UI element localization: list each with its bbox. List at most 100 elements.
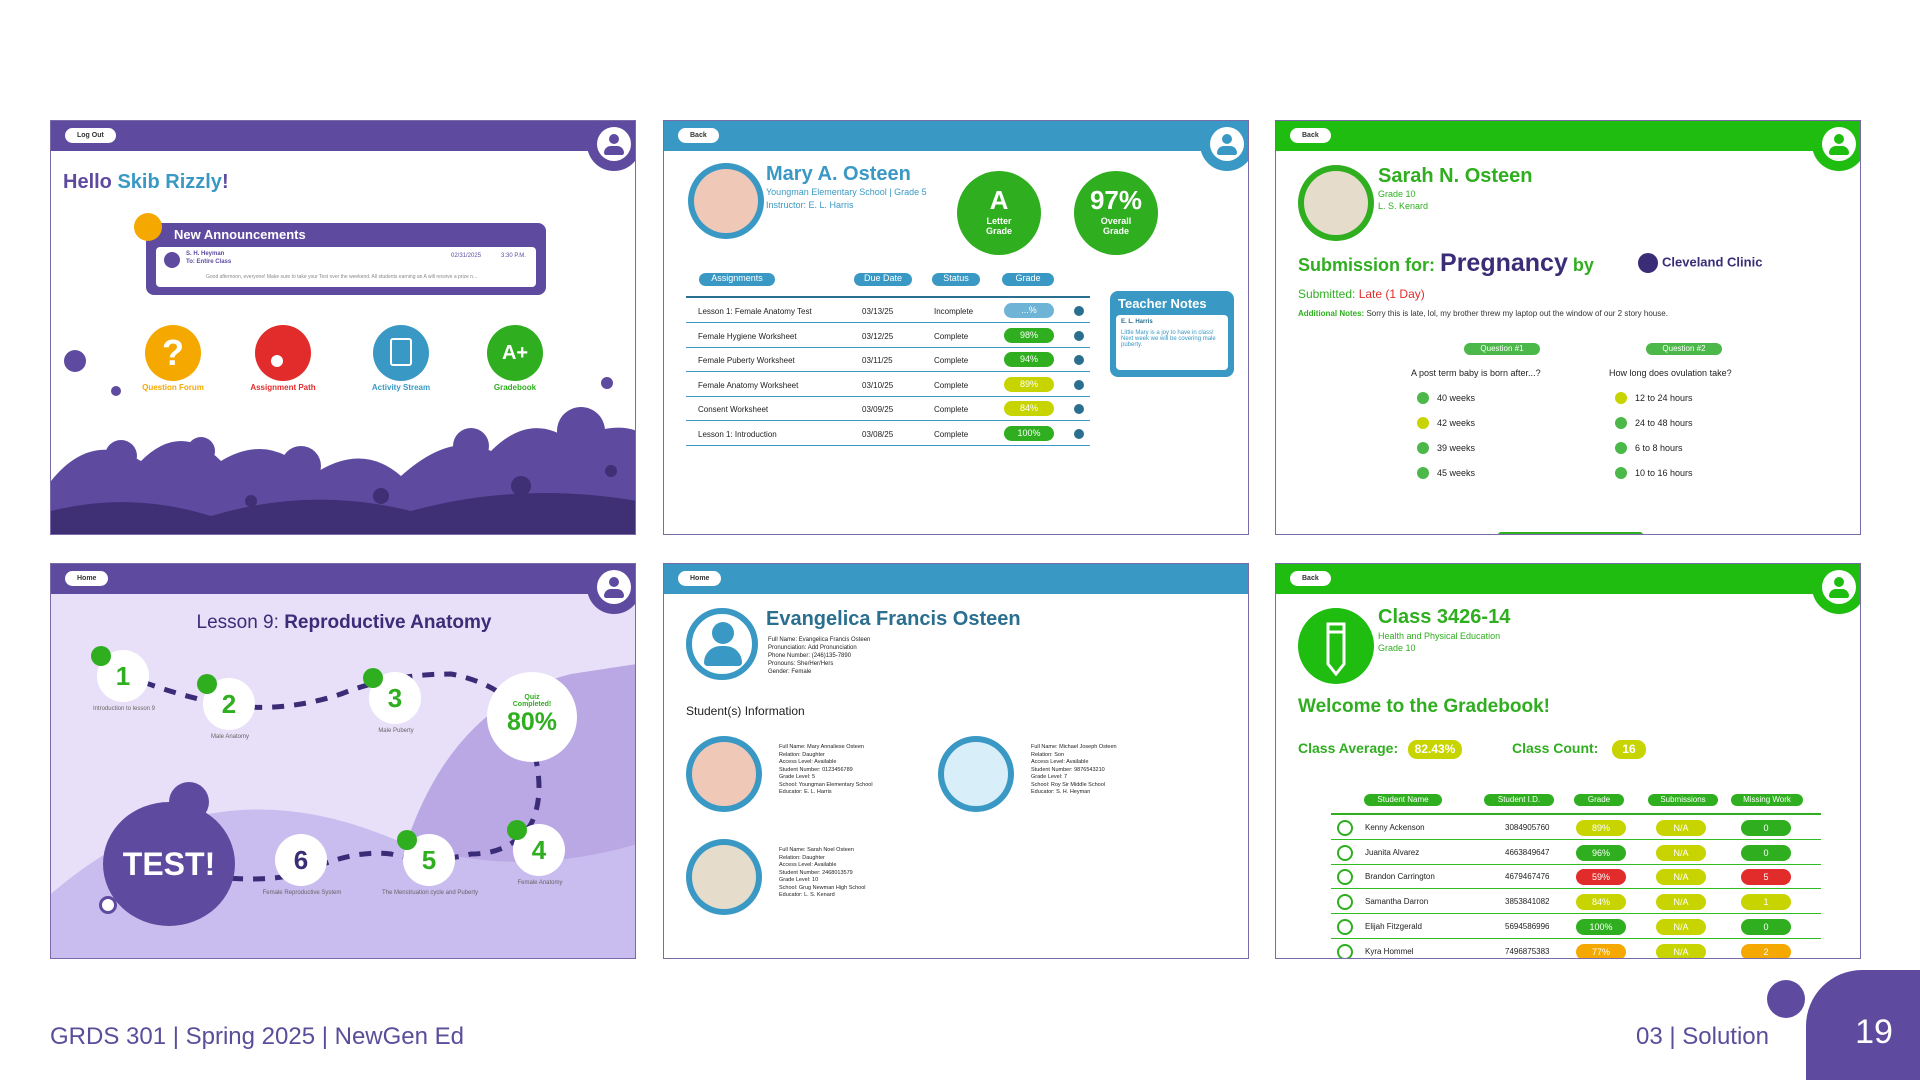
announcements-card[interactable]: New Announcements S. H. Heyman To: Entir… (134, 213, 546, 295)
radio-dot-icon[interactable] (1417, 442, 1429, 454)
minus-circle-icon[interactable] (1074, 355, 1084, 365)
col-submissions[interactable]: Submissions (1648, 794, 1718, 806)
announcements-title: New Announcements (174, 227, 306, 242)
logout-button[interactable]: Log Out (65, 128, 116, 143)
gradebook-panel: Back Class 3426-14 Health and Physical E… (1275, 563, 1861, 959)
assignment-row[interactable]: Female Anatomy Worksheet 03/10/25 Complete… (686, 373, 1090, 397)
quiz-completed-badge[interactable]: Quiz Completed! 80% (487, 672, 577, 762)
col-missing-work[interactable]: Missing Work (1731, 794, 1803, 806)
activity-stream-icon[interactable] (373, 325, 429, 381)
student-row[interactable]: Kyra Hommel 7496875383 77% N/A 2 (1331, 939, 1821, 958)
student-avatar (1298, 165, 1374, 241)
answer-option[interactable]: 45 weeks (1417, 467, 1475, 479)
grade-pill: 94% (1004, 352, 1054, 367)
answer-option[interactable]: 10 to 16 hours (1615, 467, 1693, 479)
question-1-text: A post term baby is born after...? (1411, 368, 1541, 378)
scroll-indicator[interactable] (1498, 532, 1643, 534)
question-2-tab[interactable]: Question #2 (1646, 343, 1722, 355)
student-teacher: L. S. Kenard (1378, 201, 1429, 211)
test-badge[interactable]: TEST! (103, 802, 235, 926)
student-row[interactable]: Juanita Alvarez 4663849647 96% N/A 0 (1331, 840, 1821, 865)
step-1[interactable]: 1 (97, 650, 149, 702)
student-id: 4663849647 (1505, 847, 1550, 857)
radio-dot-icon[interactable] (1417, 467, 1429, 479)
user-profile-icon[interactable] (587, 121, 635, 171)
user-profile-icon[interactable] (1812, 121, 1860, 171)
student-info-line: Relation: Son (1031, 751, 1065, 758)
greeting: Hello Skib Rizzly! (63, 171, 229, 193)
assignment-row[interactable]: Consent Worksheet 03/09/25 Complete 84% (686, 397, 1090, 421)
lesson-path-panel: Home Lesson 9: Reproductive Anatomy 1 In… (50, 563, 636, 959)
student-row[interactable]: Brandon Carrington 4679467476 59% N/A 5 (1331, 864, 1821, 890)
answer-option[interactable]: 24 to 48 hours (1615, 417, 1693, 429)
user-profile-icon[interactable] (587, 564, 635, 614)
radio-dot-icon[interactable] (1417, 392, 1429, 404)
student-id: 3853841082 (1505, 897, 1550, 907)
radio-dot-icon[interactable] (1615, 392, 1627, 404)
assignment-row[interactable]: Lesson 1: Introduction 03/08/25 Complete 10… (686, 422, 1090, 446)
home-button[interactable]: Home (65, 571, 109, 586)
step-6[interactable]: 6 (275, 834, 327, 886)
minus-circle-icon[interactable] (1074, 379, 1084, 390)
teacher-notes-card: Teacher Notes E. L. Harris Little Mary i… (1110, 291, 1234, 377)
student-avatar (1337, 943, 1353, 958)
col-student-name[interactable]: Student Name (1364, 794, 1442, 806)
answer-option[interactable]: 39 weeks (1417, 442, 1475, 454)
letter-grade-label: Letter Grade (985, 216, 1012, 236)
back-button[interactable]: Back (1290, 571, 1331, 586)
student-avatar[interactable] (686, 736, 762, 812)
assignment-row[interactable]: Female Puberty Worksheet 03/11/25 Complete… (686, 348, 1090, 372)
student-info-line: Full Name: Mary Annaliese Osteen (779, 744, 864, 750)
tile-label: Activity Stream (371, 383, 431, 392)
minus-circle-icon[interactable] (1074, 428, 1084, 439)
student-avatar[interactable] (938, 736, 1014, 812)
letter-grade-badge: A Letter Grade (957, 171, 1041, 255)
radio-dot-icon[interactable] (1615, 467, 1627, 479)
question-1-tab[interactable]: Question #1 (1464, 343, 1540, 355)
student-home-panel: Log Out Hello Skib Rizzly! New Announcem… (50, 120, 636, 535)
student-info-line: School: Youngman Elementary School (779, 781, 873, 788)
assignment-path-icon[interactable] (255, 325, 311, 381)
col-due-date[interactable]: Due Date (854, 273, 912, 286)
lesson-title: Lesson 9: Reproductive Anatomy (196, 612, 492, 633)
student-row[interactable]: Kenny Ackenson 3084905760 89% N/A 0 (1331, 815, 1821, 840)
user-profile-icon[interactable] (1812, 564, 1860, 614)
student-avatar[interactable] (686, 839, 762, 915)
submissions-pill: N/A (1656, 894, 1706, 911)
radio-dot-icon[interactable] (1417, 417, 1429, 429)
student-row[interactable]: Elijah Fitzgerald 5694586996 100% N/A 0 (1331, 914, 1821, 939)
col-assignments[interactable]: Assignments (699, 273, 775, 286)
submissions-pill: N/A (1656, 869, 1706, 886)
student-name: Sarah N. Osteen (1378, 165, 1533, 187)
radio-dot-icon[interactable] (1615, 417, 1627, 429)
parent-avatar-icon[interactable] (686, 608, 758, 680)
announcement-item[interactable]: S. H. Heyman To: Entire Class 02/31/2025… (156, 247, 536, 287)
home-button[interactable]: Home (678, 571, 722, 586)
radio-dot-icon[interactable] (1615, 442, 1627, 454)
minus-circle-icon[interactable] (1074, 404, 1084, 414)
student-info-line: Access Level: Available (779, 862, 837, 868)
assignment-row[interactable]: Lesson 1: Female Anatomy Test 03/13/25 Inc… (686, 299, 1090, 323)
back-button[interactable]: Back (678, 128, 719, 143)
answer-option[interactable]: 12 to 24 hours (1615, 392, 1693, 404)
user-profile-icon[interactable] (1200, 121, 1248, 171)
grade-pill: 89% (1004, 376, 1054, 392)
col-student-id[interactable]: Student I.D. (1484, 794, 1554, 806)
minus-circle-icon[interactable] (1074, 306, 1084, 316)
gradebook-icon[interactable]: A+ (487, 325, 543, 381)
col-status[interactable]: Status (932, 273, 980, 286)
col-grade[interactable]: Grade (1574, 794, 1624, 806)
question-forum-icon[interactable]: ? (145, 325, 201, 381)
back-button[interactable]: Back (1290, 128, 1331, 143)
overall-grade: 97% (1089, 185, 1143, 215)
student-row[interactable]: Samantha Darron 3853841082 84% N/A 1 (1331, 889, 1821, 915)
col-grade[interactable]: Grade (1002, 273, 1054, 286)
student-id: 3084905760 (1505, 823, 1550, 832)
submission-heading: Submission for: Pregnancy by (1298, 249, 1594, 277)
answer-option[interactable]: 40 weeks (1417, 392, 1475, 404)
answer-option[interactable]: 6 to 8 hours (1615, 442, 1683, 454)
assignment-row[interactable]: Female Hygiene Worksheet 03/12/25 Complete… (686, 324, 1090, 348)
check-icon (363, 668, 383, 688)
minus-circle-icon[interactable] (1074, 330, 1084, 341)
answer-option[interactable]: 42 weeks (1417, 417, 1475, 429)
